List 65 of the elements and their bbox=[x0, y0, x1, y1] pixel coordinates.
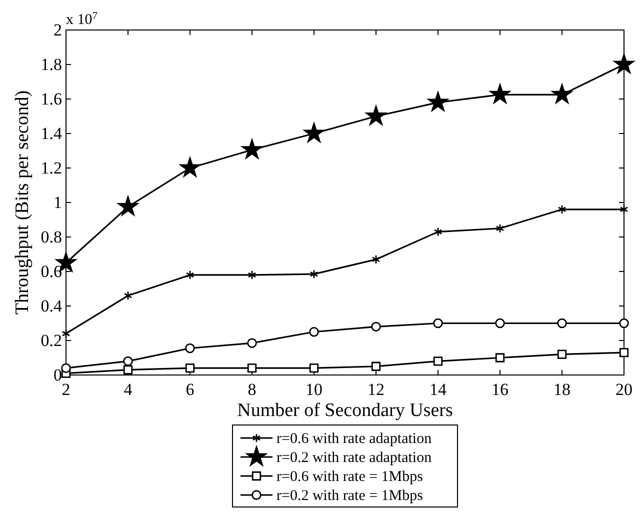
point bbox=[372, 254, 380, 264]
y-tick-label: 2 bbox=[54, 20, 62, 40]
point bbox=[434, 227, 442, 237]
point bbox=[247, 338, 257, 348]
point bbox=[248, 270, 256, 280]
point bbox=[496, 224, 504, 234]
point bbox=[433, 318, 443, 328]
point bbox=[620, 204, 628, 214]
point bbox=[309, 364, 319, 373]
y-tick-label: 1.2 bbox=[40, 158, 62, 178]
point bbox=[180, 157, 200, 177]
point bbox=[371, 322, 381, 332]
point bbox=[619, 318, 629, 328]
y-tick-label: 1.4 bbox=[40, 124, 62, 143]
point bbox=[310, 269, 318, 279]
point bbox=[490, 84, 510, 104]
point bbox=[557, 318, 567, 328]
x-tick-label: 20 bbox=[616, 380, 632, 400]
point bbox=[495, 353, 505, 362]
text: x 10$^{7}$ bbox=[66, 10, 98, 28]
legend-label: r=0.6 with rate adaptation bbox=[276, 431, 432, 447]
x-tick-label: 6 bbox=[186, 380, 194, 400]
point bbox=[619, 348, 629, 358]
x-tick-label: 8 bbox=[248, 380, 256, 400]
y-tick-label: 0.8 bbox=[40, 227, 62, 246]
x-tick-label: 18 bbox=[554, 380, 570, 400]
point bbox=[433, 356, 443, 366]
x-tick-label: 16 bbox=[492, 380, 508, 400]
y-tick-label: 0 bbox=[54, 365, 62, 384]
y-tick-label: 0.2 bbox=[40, 330, 62, 350]
y-tick-label: 0.6 bbox=[40, 262, 62, 281]
point bbox=[495, 318, 505, 328]
x-tick-label: 4 bbox=[124, 380, 133, 400]
y-tick-label: 1.8 bbox=[40, 54, 62, 74]
point bbox=[614, 54, 634, 74]
point bbox=[124, 290, 132, 300]
y-tick-label: 1.6 bbox=[40, 89, 62, 108]
point bbox=[62, 328, 70, 338]
point bbox=[428, 92, 448, 112]
x-tick-label: 14 bbox=[430, 380, 447, 400]
legend-label: r=0.2 with rate adaptation bbox=[276, 450, 432, 466]
legend-label: r=0.2 with rate = 1Mbps bbox=[276, 488, 424, 504]
point bbox=[304, 122, 324, 142]
point bbox=[185, 343, 195, 354]
point bbox=[118, 196, 138, 216]
point bbox=[185, 364, 195, 373]
y-tick-label: 0.4 bbox=[40, 296, 62, 316]
point bbox=[366, 106, 386, 125]
x-axis-title: Number of Secondary Users bbox=[237, 400, 453, 421]
point bbox=[123, 365, 133, 374]
legend-label: r=0.6 with rate = 1Mbps bbox=[276, 469, 424, 485]
point bbox=[557, 350, 567, 359]
point bbox=[61, 363, 71, 373]
x-tick-label: 10 bbox=[306, 380, 322, 400]
point bbox=[242, 139, 262, 159]
point bbox=[558, 204, 566, 214]
point bbox=[186, 270, 194, 280]
point bbox=[123, 356, 133, 366]
point bbox=[552, 84, 572, 104]
point bbox=[247, 364, 257, 373]
y-axis-title: Throughput (Bits per second) bbox=[12, 90, 33, 315]
y-tick-label: 1 bbox=[54, 192, 62, 212]
point bbox=[309, 327, 319, 337]
point bbox=[371, 362, 381, 371]
x-tick-label: 12 bbox=[368, 380, 384, 400]
